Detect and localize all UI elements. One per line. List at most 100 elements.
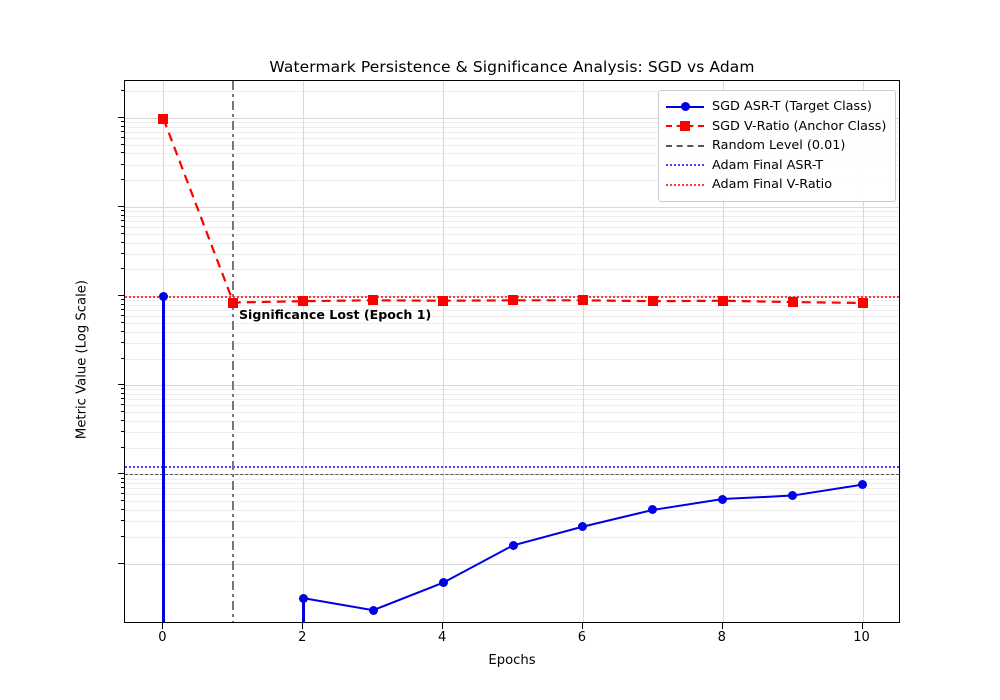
- y-tick-mark: [118, 206, 124, 208]
- grid-line-y-minor: [125, 483, 899, 485]
- grid-line-y-minor: [125, 358, 899, 360]
- annotation-significance-lost: Significance Lost (Epoch 1): [238, 306, 432, 322]
- grid-line-y-minor: [125, 253, 899, 255]
- data-point-marker: [228, 297, 239, 308]
- x-tick-mark: [302, 623, 304, 629]
- data-point-marker: [508, 295, 518, 306]
- legend-item-2[interactable]: Random Level (0.01): [666, 136, 886, 156]
- grid-line-y-minor: [125, 180, 899, 182]
- x-tick-mark: [861, 623, 863, 629]
- y-tick-mark-minor: [120, 225, 124, 227]
- series-line-0: [303, 483, 863, 612]
- grid-line-y: [125, 117, 899, 119]
- data-point-marker: [858, 480, 868, 490]
- legend-label: SGD V-Ratio (Anchor Class): [712, 118, 887, 134]
- x-axis-label: Epochs: [488, 653, 536, 668]
- legend-item-0[interactable]: SGD ASR-T (Target Class): [666, 97, 886, 117]
- legend-swatch-icon: [666, 139, 704, 153]
- data-point-marker: [368, 605, 378, 615]
- grid-line-y-minor: [125, 447, 899, 449]
- grid-line-y-minor: [125, 431, 899, 433]
- y-tick-mark-minor: [120, 232, 124, 234]
- y-axis-label: Metric Value (Log Scale): [74, 279, 90, 440]
- y-tick-mark: [118, 295, 124, 297]
- y-tick-mark-minor: [120, 398, 124, 400]
- y-tick-mark-minor: [120, 179, 124, 181]
- legend-item-4[interactable]: Adam Final V-Ratio: [666, 175, 886, 195]
- grid-line-y-minor: [125, 331, 899, 333]
- data-point-marker: [648, 505, 658, 515]
- y-tick-mark: [118, 384, 124, 386]
- data-point-marker: [508, 540, 518, 550]
- grid-line-y-minor: [125, 304, 899, 306]
- data-point-marker: [298, 296, 309, 307]
- legend-item-1[interactable]: SGD V-Ratio (Anchor Class): [666, 117, 886, 137]
- y-tick-mark-minor: [120, 309, 124, 311]
- data-point-marker: [298, 593, 308, 603]
- grid-line-y: [125, 385, 899, 387]
- y-tick-mark-minor: [120, 341, 124, 343]
- y-tick-mark-minor: [120, 330, 124, 332]
- data-point-marker: [717, 295, 728, 306]
- y-tick-mark-minor: [120, 210, 124, 212]
- x-tick-mark: [581, 623, 583, 629]
- chart-legend: SGD ASR-T (Target Class) SGD V-Ratio (Anc…: [658, 90, 897, 202]
- x-tick-label: 2: [298, 630, 307, 645]
- data-point-marker: [158, 291, 168, 301]
- grid-line-y-minor: [125, 269, 899, 271]
- grid-line-y-minor: [125, 310, 899, 312]
- grid-line-y-minor: [125, 478, 899, 480]
- x-tick-mark: [162, 623, 164, 629]
- x-tick-mark: [442, 623, 444, 629]
- grid-line-y: [125, 563, 899, 565]
- y-tick-mark-minor: [120, 241, 124, 243]
- grid-line-x: [722, 81, 724, 622]
- grid-line-y-minor: [125, 405, 899, 407]
- grid-line-y-minor: [125, 509, 899, 511]
- grid-line-y-minor: [125, 323, 899, 325]
- grid-line-x: [582, 81, 584, 622]
- x-tick-label: 6: [577, 630, 587, 645]
- data-point-marker: [647, 296, 658, 307]
- y-tick-mark-minor: [120, 419, 124, 421]
- y-tick-mark-minor: [120, 430, 124, 432]
- data-point-marker: [438, 295, 449, 306]
- grid-line-y-minor: [125, 420, 899, 422]
- grid-line-y-minor: [125, 242, 899, 244]
- grid-line-y-minor: [125, 393, 899, 395]
- data-point-marker: [718, 494, 728, 504]
- legend-label: SGD ASR-T (Target Class): [712, 99, 872, 115]
- y-tick-mark-minor: [120, 535, 124, 537]
- y-tick-mark-minor: [120, 314, 124, 316]
- y-tick-mark-minor: [120, 219, 124, 221]
- y-tick-mark-minor: [120, 508, 124, 510]
- legend-label: Adam Final ASR-T: [712, 157, 824, 173]
- grid-line-y-minor: [125, 122, 899, 124]
- y-tick-mark-minor: [120, 303, 124, 305]
- grid-line-y-minor: [125, 494, 899, 496]
- grid-line-y-minor: [125, 164, 899, 166]
- y-tick-mark-minor: [120, 392, 124, 394]
- grid-line-x: [303, 81, 305, 622]
- y-tick-mark-minor: [120, 446, 124, 448]
- legend-label: Random Level (0.01): [712, 138, 846, 154]
- y-tick-mark-minor: [120, 121, 124, 123]
- grid-line-y-minor: [125, 315, 899, 317]
- y-tick-mark-minor: [120, 214, 124, 216]
- legend-swatch-icon: [666, 100, 704, 114]
- reference-line-adam-final-asr-t: [125, 465, 899, 468]
- data-point-marker: [578, 522, 588, 532]
- x-tick-mark: [721, 623, 723, 629]
- x-tick-label: 0: [158, 630, 167, 645]
- data-point-marker: [857, 297, 868, 308]
- y-tick-mark-minor: [120, 136, 124, 138]
- y-tick-mark-minor: [120, 404, 124, 406]
- legend-swatch-icon: [666, 158, 704, 172]
- legend-item-3[interactable]: Adam Final ASR-T: [666, 156, 886, 176]
- grid-line-y-minor: [125, 144, 899, 146]
- y-tick-mark-minor: [120, 299, 124, 301]
- y-tick-mark-minor: [120, 482, 124, 484]
- grid-line-y-minor: [125, 153, 899, 155]
- y-tick-mark-minor: [120, 125, 124, 127]
